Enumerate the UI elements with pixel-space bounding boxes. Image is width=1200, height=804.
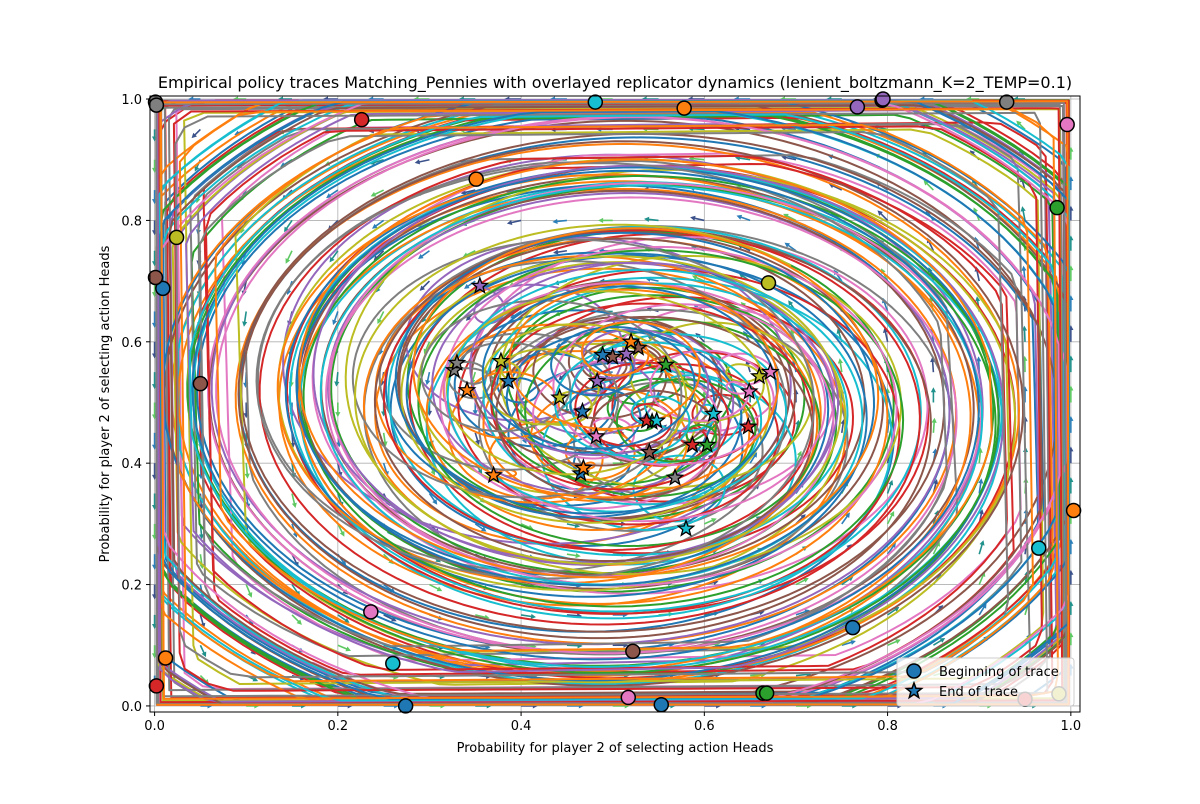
trace-start-point bbox=[1032, 541, 1046, 555]
trace-start-point bbox=[1067, 504, 1081, 518]
y-tick-label: 0.4 bbox=[121, 457, 142, 472]
trace-start-point bbox=[760, 686, 774, 700]
trace-start-point bbox=[364, 605, 378, 619]
x-tick-label: 0.0 bbox=[144, 719, 165, 734]
x-axis-label: Probability for player 2 of selecting ac… bbox=[457, 741, 774, 756]
trace-start-point bbox=[876, 92, 890, 106]
trace-start-point bbox=[761, 276, 775, 290]
x-tick-label: 0.8 bbox=[877, 719, 898, 734]
y-tick-label: 0.0 bbox=[121, 700, 142, 715]
trace-start-point bbox=[1060, 118, 1074, 132]
trace-start-point bbox=[355, 113, 369, 127]
x-tick-label: 0.6 bbox=[694, 719, 715, 734]
x-tick-label: 1.0 bbox=[1060, 719, 1081, 734]
y-axis-label: Probability for player 2 of selecting ac… bbox=[98, 245, 113, 562]
y-tick-label: 0.2 bbox=[121, 579, 142, 594]
x-tick-label: 0.4 bbox=[511, 719, 532, 734]
trace-start-point bbox=[588, 95, 602, 109]
trace-start-point bbox=[1050, 201, 1064, 215]
trace-start-point bbox=[148, 270, 162, 284]
trace-start-point bbox=[149, 679, 163, 693]
trace-start-point bbox=[846, 621, 860, 635]
trace-start-point bbox=[1000, 95, 1014, 109]
legend-marker-beginning bbox=[907, 664, 921, 678]
trace-start-point bbox=[149, 98, 163, 112]
trace-start-point bbox=[677, 101, 691, 115]
legend-label-beginning: Beginning of trace bbox=[939, 665, 1059, 680]
trace-start-point bbox=[159, 651, 173, 665]
trace-start-point bbox=[193, 377, 207, 391]
trace-start-point bbox=[621, 690, 635, 704]
trace-start-point bbox=[399, 699, 413, 713]
legend-label-end: End of trace bbox=[939, 685, 1018, 700]
x-tick-label: 0.2 bbox=[327, 719, 348, 734]
legend: Beginning of trace End of trace bbox=[897, 658, 1074, 706]
trace-start-point bbox=[626, 644, 640, 658]
trace-start-point bbox=[170, 230, 184, 244]
y-tick-label: 0.6 bbox=[121, 336, 142, 351]
y-tick-label: 1.0 bbox=[121, 93, 142, 108]
chart-title: Empirical policy traces Matching_Pennies… bbox=[158, 73, 1072, 93]
trace-start-point bbox=[469, 172, 483, 186]
trace-start-point bbox=[850, 100, 864, 114]
trace-start-point bbox=[386, 656, 400, 670]
trace-start-point bbox=[654, 698, 668, 712]
y-tick-label: 0.8 bbox=[121, 214, 142, 229]
